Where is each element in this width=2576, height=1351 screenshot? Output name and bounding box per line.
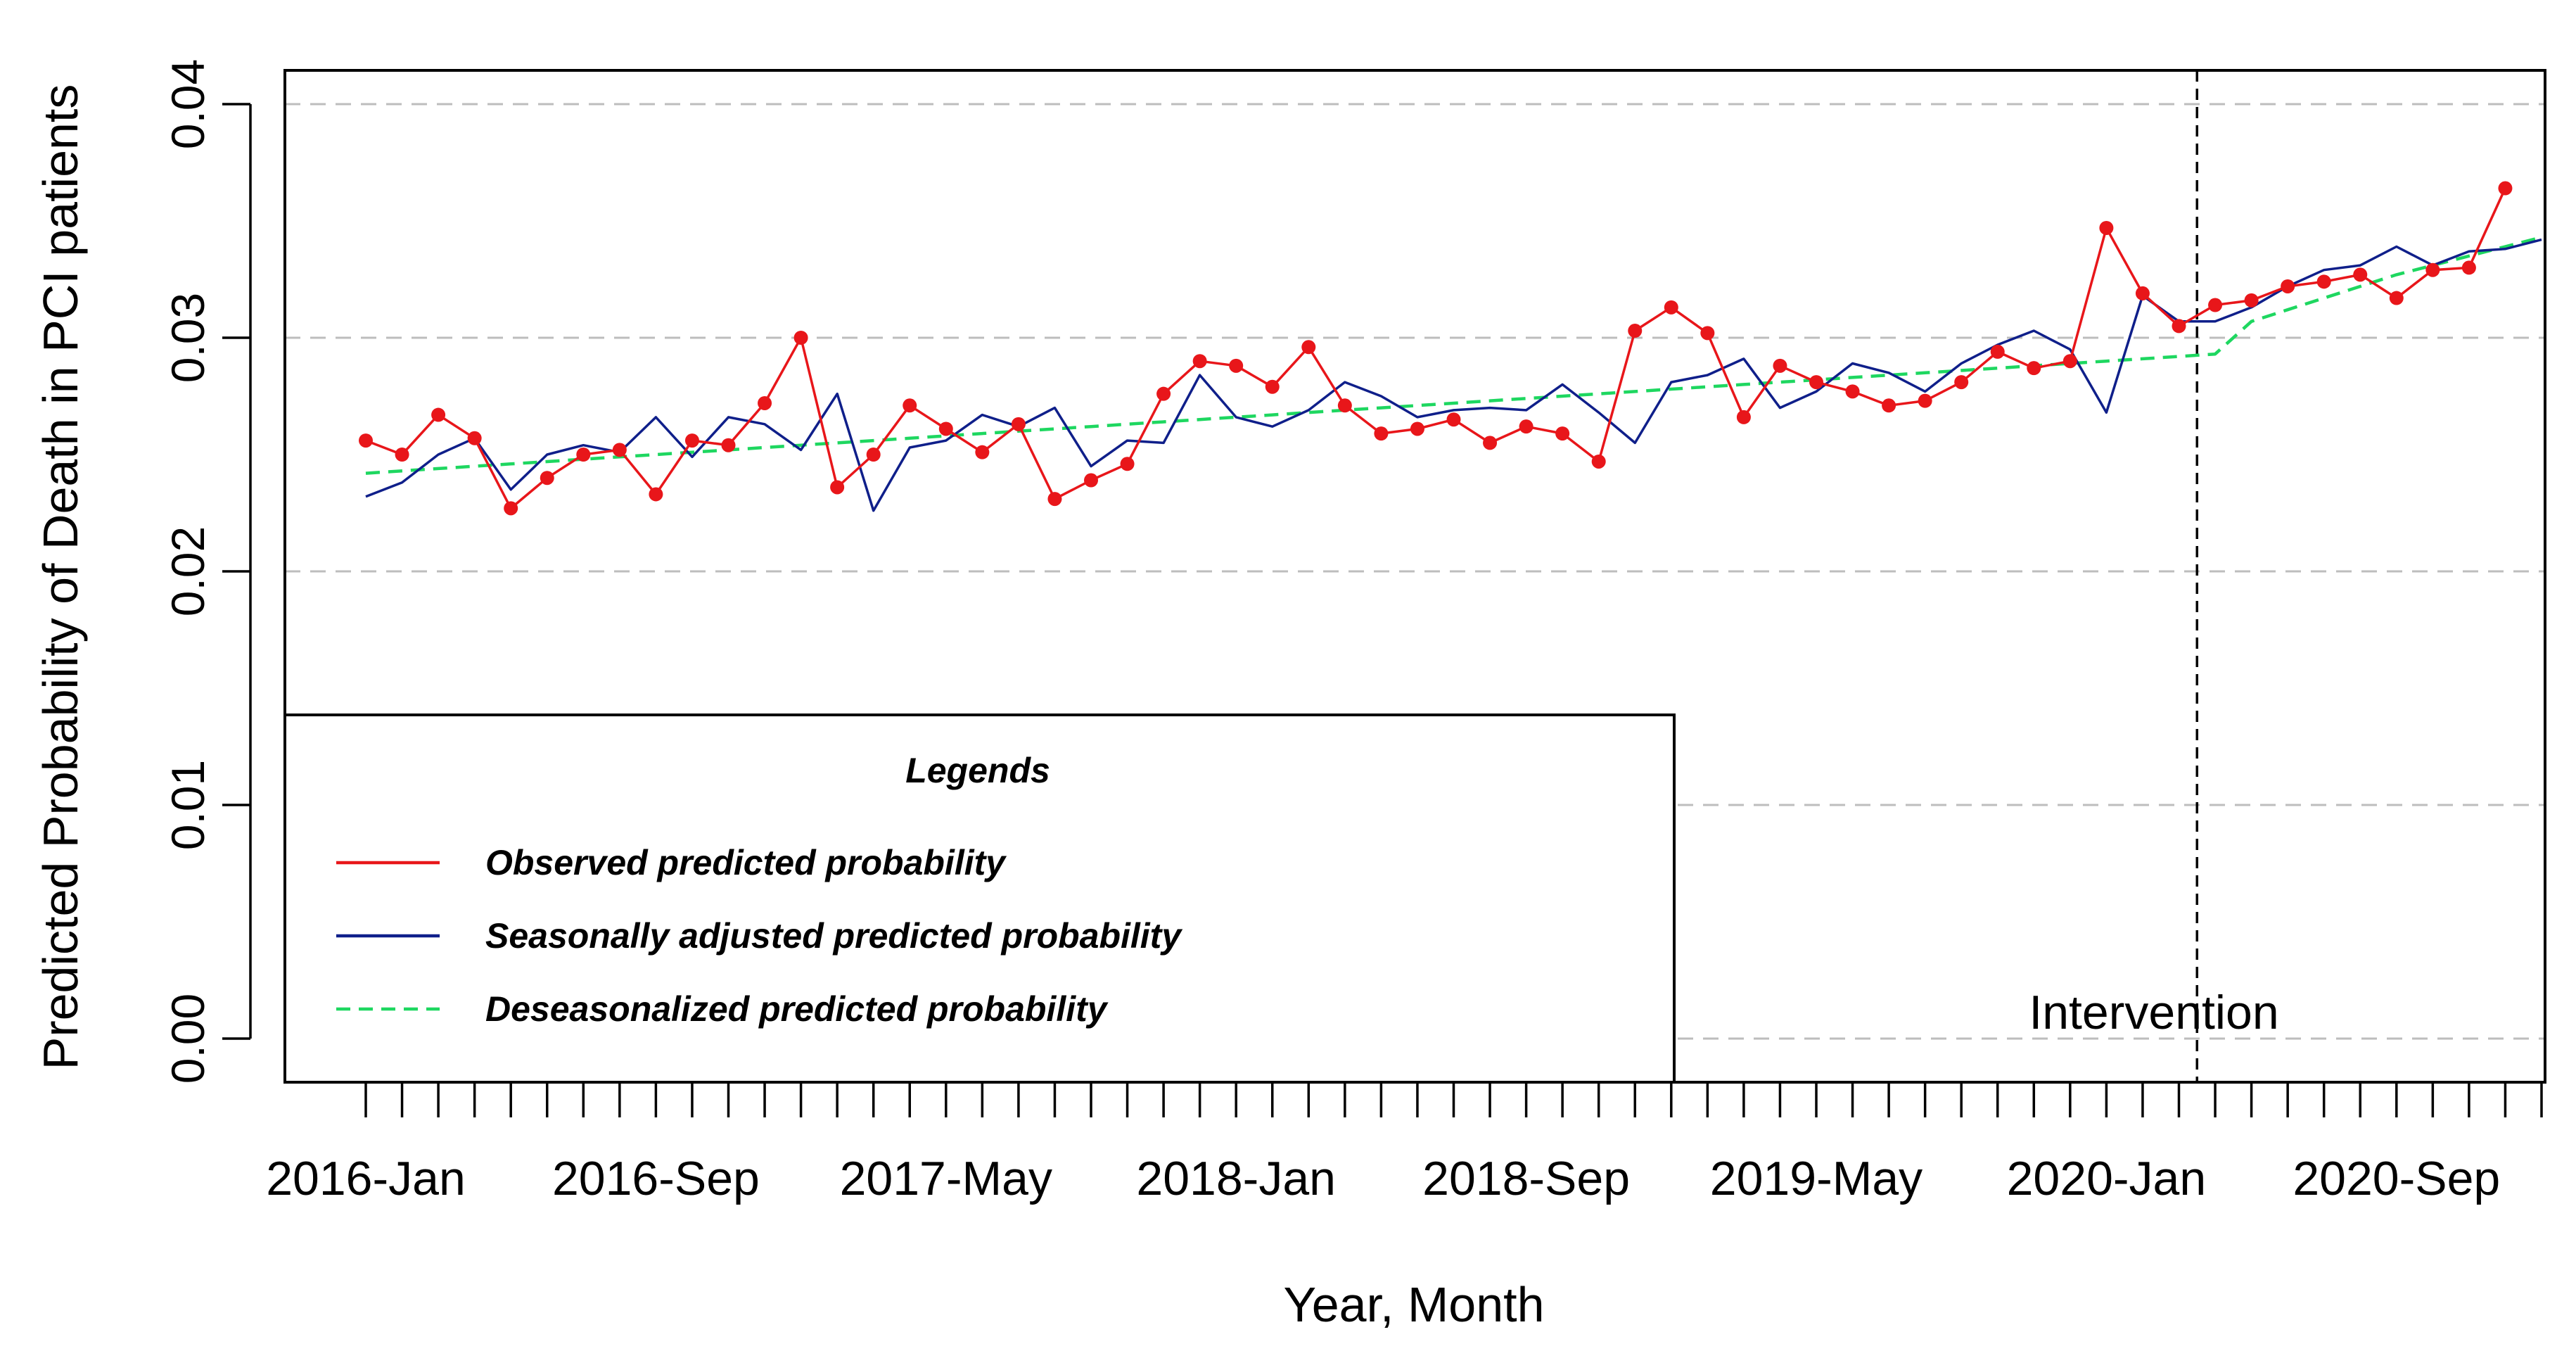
data-point [1410, 421, 1424, 436]
data-point [938, 421, 953, 436]
data-point [2135, 286, 2150, 300]
x-tick-label: 2016-Sep [552, 1152, 760, 1205]
y-tick-label: 0.04 [162, 59, 214, 149]
data-point [1809, 375, 1823, 390]
x-tick-label: 2016-Jan [266, 1152, 466, 1205]
data-point [1192, 354, 1207, 369]
data-point [1047, 492, 1062, 507]
data-point [1990, 344, 2005, 359]
data-point [758, 395, 772, 410]
axes: 2016-Jan 2016-Sep 2017-May 2018-Jan 2018-Sep… [162, 59, 2543, 1205]
data-point [2099, 220, 2114, 235]
data-point [576, 448, 591, 462]
gridlines [285, 103, 2545, 1040]
data-point [2172, 319, 2186, 334]
x-tick-label: 2018-Jan [1136, 1152, 1336, 1205]
data-point [1011, 417, 1026, 431]
y-tick-label: 0.01 [162, 760, 214, 850]
data-point [1519, 419, 1534, 434]
data-point [1337, 398, 1352, 413]
x-tick-label: 2017-May [840, 1152, 1052, 1205]
x-tick-label: 2020-Sep [2293, 1152, 2500, 1205]
data-point [2208, 298, 2223, 312]
legend-label: Deseasonalized predicted probability [485, 989, 1109, 1029]
data-point [431, 407, 446, 422]
data-point [2353, 267, 2368, 282]
legend-label: Seasonally adjusted predicted probabilit… [485, 916, 1182, 956]
data-point [1628, 324, 1643, 338]
data-point [1954, 375, 1969, 390]
data-point [721, 438, 736, 452]
legend-box [283, 713, 1676, 1084]
data-point [2281, 279, 2295, 293]
data-point [1301, 340, 1316, 355]
data-point [649, 487, 663, 502]
data-point [1700, 326, 1715, 341]
x-axis-title: Year, Month [1283, 1277, 1544, 1332]
data-point [1918, 393, 1932, 408]
data-point [1483, 436, 1498, 450]
data-point [2425, 262, 2440, 277]
data-point [1120, 457, 1135, 471]
data-point [504, 501, 518, 516]
x-tick-label: 2019-May [1710, 1152, 1923, 1205]
series-line-2 [365, 238, 2542, 512]
y-axis-title: Predicted Probability of Death in PCI pa… [33, 84, 88, 1070]
data-point [2062, 354, 2077, 369]
data-point [1845, 384, 1860, 399]
data-point [1591, 454, 1606, 469]
data-point [2244, 293, 2259, 307]
data-point [612, 443, 627, 457]
data-point [866, 448, 881, 462]
data-point [1156, 386, 1171, 401]
y-tick-label: 0.00 [162, 994, 214, 1084]
data-point [2389, 291, 2404, 305]
data-point [684, 433, 699, 448]
data-point [2316, 274, 2331, 289]
intervention-label: Intervention [2029, 986, 2278, 1039]
series-line-1 [365, 187, 2506, 510]
data-point [1084, 473, 1098, 488]
data-point [1446, 412, 1461, 427]
data-point [830, 480, 845, 495]
data-point [1664, 300, 1678, 315]
data-point [975, 445, 990, 459]
x-tick-label: 2020-Jan [2007, 1152, 2207, 1205]
data-point [2461, 260, 2476, 275]
data-point [1882, 398, 1896, 413]
y-tick-label: 0.02 [162, 526, 214, 616]
x-tick-label: 2018-Sep [1422, 1152, 1630, 1205]
data-point [540, 471, 554, 486]
legend-title: Legends [905, 751, 1050, 790]
data-point [1773, 358, 1787, 373]
data-point [395, 448, 409, 462]
data-point [2498, 181, 2513, 196]
data-point [1265, 379, 1280, 394]
data-point [2027, 361, 2041, 376]
data-point [467, 431, 482, 445]
data-point [359, 433, 373, 448]
legend: Legends Observed predicted probability Sea… [283, 713, 1676, 1084]
data-point [903, 398, 917, 413]
data-point [1229, 358, 1244, 373]
series-layer [359, 181, 2542, 516]
data-point [1736, 410, 1751, 424]
data-point [793, 331, 808, 345]
legend-label: Observed predicted probability [485, 843, 1007, 882]
data-point [1555, 426, 1570, 441]
data-point [1374, 426, 1389, 441]
y-tick-label: 0.03 [162, 293, 214, 383]
